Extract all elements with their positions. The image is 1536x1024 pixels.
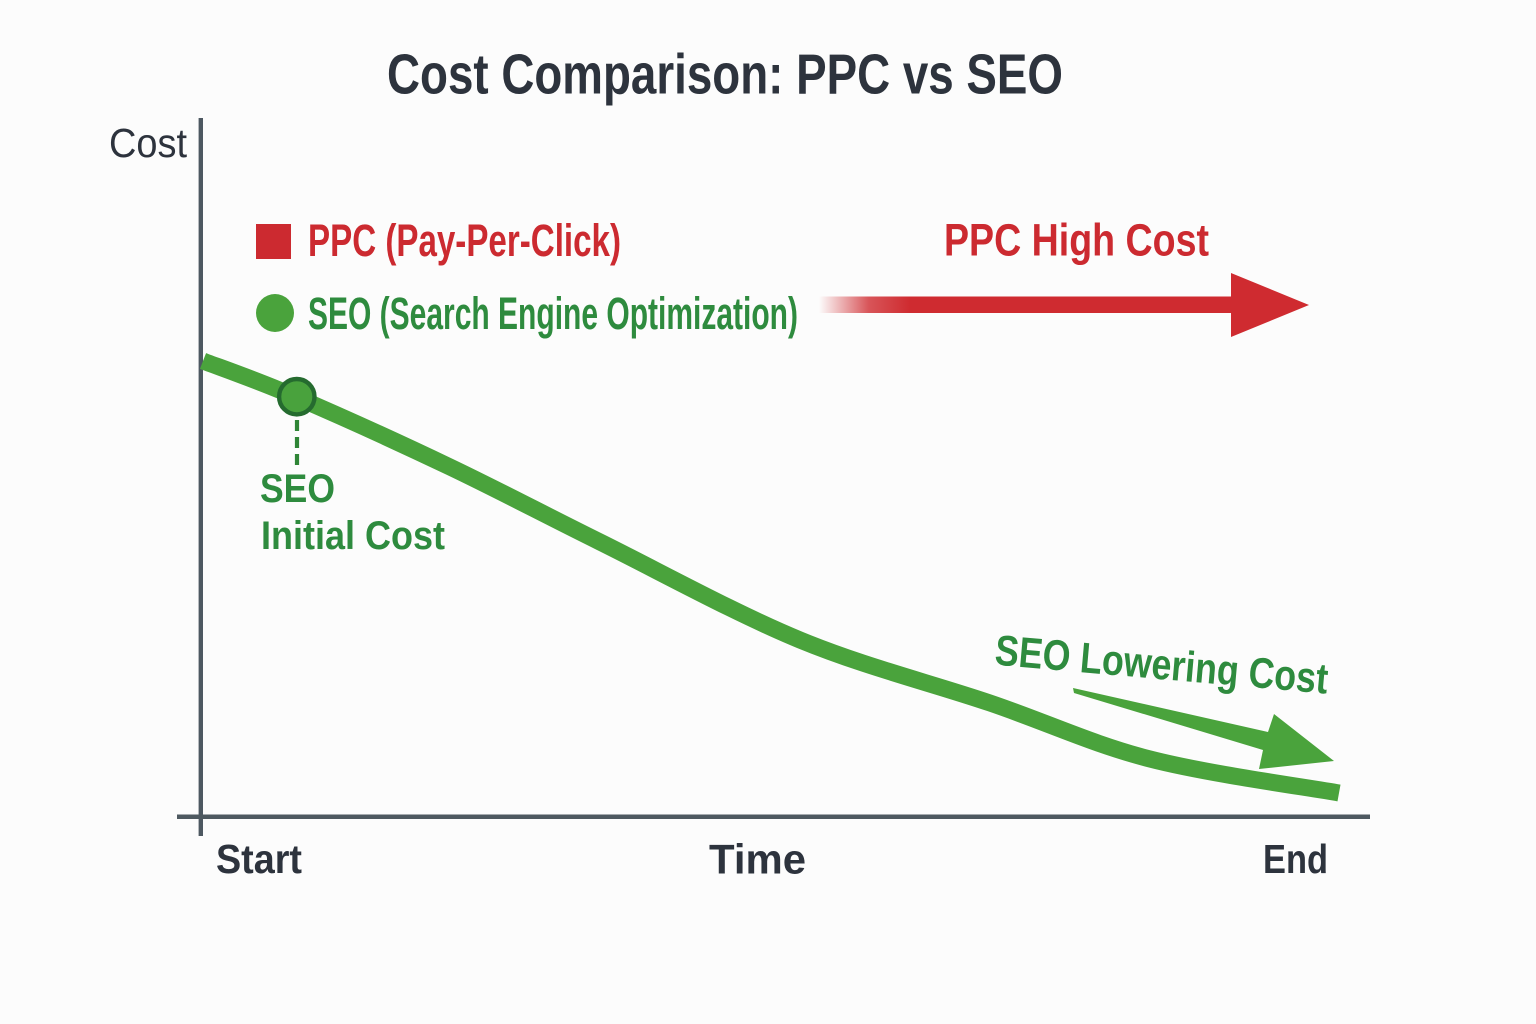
svg-text:SEO: SEO xyxy=(260,467,335,511)
svg-text:Start: Start xyxy=(216,836,302,882)
svg-text:Initial Cost: Initial Cost xyxy=(261,514,445,558)
svg-text:Cost Comparison: PPC vs SEO: Cost Comparison: PPC vs SEO xyxy=(387,43,1063,107)
svg-text:SEO (Search Engine Optimizatio: SEO (Search Engine Optimization) xyxy=(308,288,798,339)
svg-text:PPC (Pay-Per-Click): PPC (Pay-Per-Click) xyxy=(308,215,621,266)
svg-text:Cost: Cost xyxy=(109,120,188,166)
svg-text:PPC High Cost: PPC High Cost xyxy=(944,215,1209,266)
svg-text:Time: Time xyxy=(709,836,806,883)
svg-text:End: End xyxy=(1263,836,1328,882)
